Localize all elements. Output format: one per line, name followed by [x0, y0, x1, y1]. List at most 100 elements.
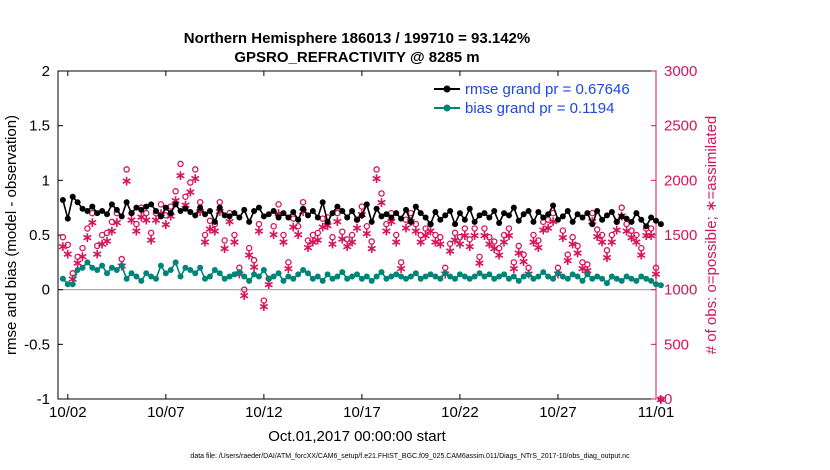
obs-possible-marker [118, 255, 125, 263]
bias-point [501, 271, 508, 278]
obs-possible-marker [486, 233, 493, 241]
rmse-point [403, 206, 410, 213]
obs-assimilated-marker: ∗ [513, 244, 525, 260]
bias-point [515, 277, 522, 284]
obs-assimilated-marker: ∗ [341, 238, 353, 254]
right-y-axis-label: # of obs: o=possible; ∗=assimilated [703, 116, 720, 355]
obs-assimilated-marker: ∗ [189, 170, 201, 186]
obs-assimilated-marker: ∗ [150, 212, 162, 228]
obs-possible-marker [598, 231, 606, 239]
bias-point [89, 264, 96, 271]
obs-possible-marker [339, 228, 346, 235]
rmse-point [452, 221, 459, 228]
rmse-point [559, 213, 566, 220]
obs-possible-marker [363, 223, 371, 230]
rmse-point [653, 217, 659, 224]
bias-point [187, 266, 194, 273]
rmse-point [486, 214, 493, 221]
obs-assimilated-marker: ∗ [371, 170, 383, 186]
bias-point [113, 266, 120, 273]
bias-point [554, 270, 561, 277]
bias-point [432, 273, 439, 280]
left-y-tick-label: 0 [42, 282, 50, 299]
obs-assimilated-marker: ∗ [287, 218, 299, 234]
obs-assimilated-marker: ∗ [415, 234, 427, 250]
obs-possible-marker [172, 188, 179, 195]
obs-assimilated-marker: ∗ [332, 213, 344, 229]
rmse-point [481, 210, 488, 217]
obs-assimilated-marker: ∗ [611, 222, 623, 238]
rmse-point [260, 213, 267, 220]
obs-assimilated-marker: ∗ [557, 229, 569, 245]
bias-point [344, 275, 351, 282]
x-axis-label: Oct.01,2017 00:00:00 start [268, 428, 446, 445]
bias-point [167, 266, 174, 273]
obs-possible-marker [378, 190, 385, 197]
obs-possible-marker [515, 242, 523, 250]
rmse-point [153, 207, 160, 214]
bias-point [260, 266, 267, 273]
rmse-point [383, 211, 390, 218]
rmse-point [84, 207, 91, 214]
obs-assimilated-marker: ∗ [582, 262, 594, 278]
rmse-point [535, 209, 542, 216]
rmse-point [64, 215, 71, 222]
obs-assimilated-marker: ∗ [420, 227, 432, 243]
obs-assimilated-marker: ∗ [238, 287, 250, 303]
obs-assimilated-marker: ∗ [459, 227, 471, 243]
chart-subtitle: GPSRO_REFRACTIVITY @ 8285 m [234, 49, 479, 66]
rmse-point [99, 207, 106, 214]
x-tick-label: 10/17 [343, 404, 381, 421]
bias-point [143, 270, 150, 277]
obs-assimilated-marker: ∗ [111, 214, 123, 230]
bias-point [373, 273, 380, 280]
obs-possible-marker [422, 225, 429, 232]
bias-point [403, 275, 410, 282]
bias-point [172, 259, 179, 266]
obs-assimilated-marker: ∗ [493, 247, 505, 263]
bias-point [177, 273, 184, 280]
obs-assimilated-marker: ∗ [57, 238, 69, 254]
obs-assimilated-marker: ∗ [140, 212, 152, 228]
legend: rmse grand pr = 0.67646 bias grand pr = … [434, 81, 630, 117]
rmse-point [608, 209, 615, 216]
obs-assimilated-marker: ∗ [488, 240, 500, 256]
obs-assimilated-marker: ∗ [361, 225, 373, 241]
left-y-tick-label: 1.5 [29, 118, 50, 135]
obs-assimilated-marker: ∗ [425, 223, 437, 239]
bias-point [354, 271, 360, 278]
obs-assimilated-marker: ∗ [577, 260, 589, 276]
obs-count-markers: ∗∗∗∗∗∗∗∗∗∗∗∗∗∗∗∗∗∗∗∗∗∗∗∗∗∗∗∗∗∗∗∗∗∗∗∗∗∗∗∗… [57, 160, 667, 407]
rmse-point [290, 209, 297, 216]
rmse-point [412, 203, 419, 210]
obs-assimilated-marker: ∗ [454, 236, 466, 252]
bias-point [123, 275, 130, 282]
obs-possible-marker [368, 238, 375, 245]
obs-assimilated-marker: ∗ [655, 391, 667, 407]
rmse-point [466, 205, 473, 212]
bias-point [407, 273, 414, 280]
obs-assimilated-marker: ∗ [483, 236, 495, 252]
obs-assimilated-marker: ∗ [351, 219, 363, 235]
obs-possible-marker [471, 225, 478, 232]
obs-possible-marker [314, 229, 322, 237]
obs-assimilated-marker: ∗ [199, 234, 211, 250]
bias-point [653, 281, 659, 288]
rmse-point [304, 212, 311, 219]
bias-point [118, 262, 125, 269]
bias-point [59, 275, 66, 282]
obs-possible-marker [505, 225, 513, 232]
rmse-point [280, 210, 287, 217]
obs-assimilated-marker: ∗ [567, 236, 579, 252]
obs-assimilated-marker: ∗ [631, 234, 643, 250]
obs-assimilated-marker: ∗ [312, 231, 324, 247]
obs-assimilated-marker: ∗ [268, 226, 280, 242]
bias-point [368, 277, 375, 284]
rmse-point [354, 216, 360, 223]
bias-point [99, 262, 106, 269]
bias-point [559, 273, 566, 280]
obs-assimilated-marker: ∗ [180, 196, 192, 212]
obs-possible-marker [476, 253, 483, 261]
rmse-point [407, 218, 414, 225]
